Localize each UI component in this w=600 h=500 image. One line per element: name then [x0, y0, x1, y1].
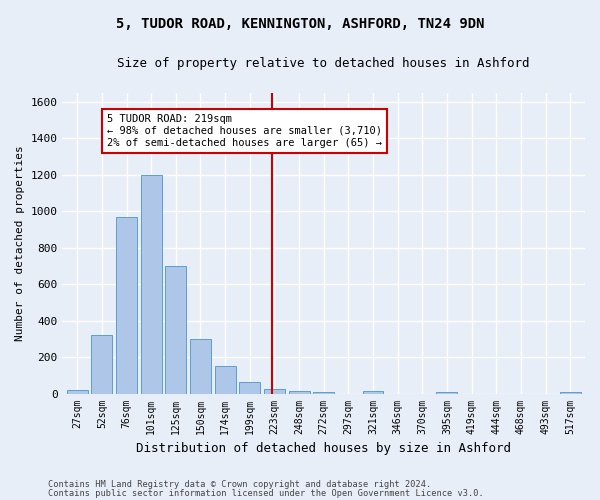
Bar [166, 266, 186, 394]
Bar [67, 390, 88, 394]
Y-axis label: Number of detached properties: Number of detached properties [15, 145, 25, 341]
Bar [190, 339, 211, 394]
Title: Size of property relative to detached houses in Ashford: Size of property relative to detached ho… [118, 58, 530, 70]
Bar [264, 389, 285, 394]
Bar [239, 382, 260, 394]
Bar [362, 391, 383, 394]
Bar [116, 216, 137, 394]
Bar [436, 392, 457, 394]
Bar [313, 392, 334, 394]
Bar [289, 391, 310, 394]
Bar [560, 392, 581, 394]
Bar [140, 174, 161, 394]
Bar [215, 366, 236, 394]
Bar [91, 335, 112, 394]
Text: 5 TUDOR ROAD: 219sqm
← 98% of detached houses are smaller (3,710)
2% of semi-det: 5 TUDOR ROAD: 219sqm ← 98% of detached h… [107, 114, 382, 148]
X-axis label: Distribution of detached houses by size in Ashford: Distribution of detached houses by size … [136, 442, 511, 455]
Text: 5, TUDOR ROAD, KENNINGTON, ASHFORD, TN24 9DN: 5, TUDOR ROAD, KENNINGTON, ASHFORD, TN24… [116, 18, 484, 32]
Text: Contains public sector information licensed under the Open Government Licence v3: Contains public sector information licen… [48, 488, 484, 498]
Text: Contains HM Land Registry data © Crown copyright and database right 2024.: Contains HM Land Registry data © Crown c… [48, 480, 431, 489]
